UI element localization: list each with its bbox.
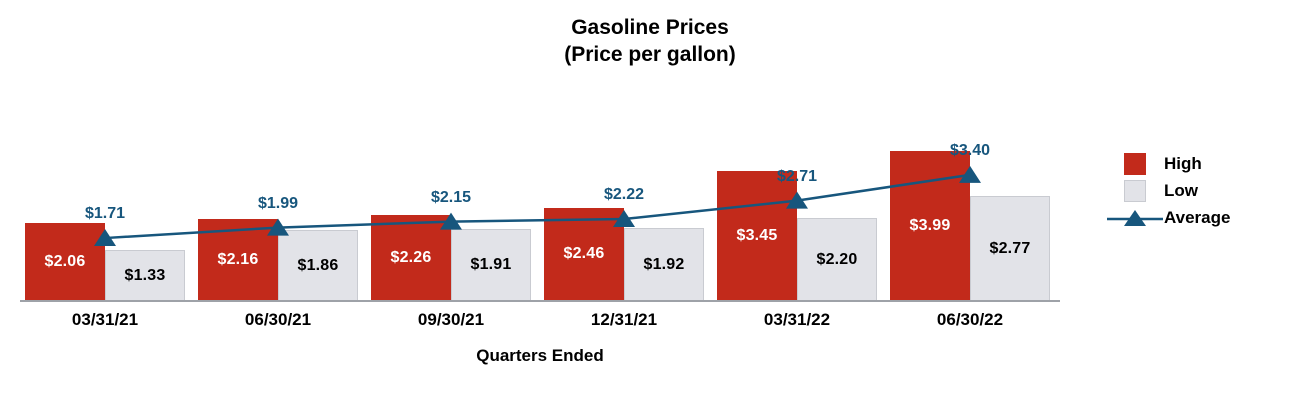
high-bar: $3.99 <box>890 151 970 300</box>
low-value-label: $1.91 <box>470 256 512 273</box>
average-value-label: $1.99 <box>257 195 299 212</box>
high-bar: $2.16 <box>198 219 278 300</box>
low-bar: $2.77 <box>970 196 1050 300</box>
plot-area: $2.06 $1.33 03/31/21 $1.71 $2.16 $1.86 06/30/2… <box>20 130 1060 329</box>
high-bar: $3.45 <box>717 171 797 300</box>
legend-item-average: Average <box>1106 204 1230 231</box>
low-value-label: $2.77 <box>989 239 1031 257</box>
average-value-label: $2.71 <box>776 168 818 185</box>
x-tick-label: 09/30/21 <box>417 310 485 329</box>
high-value-label: $3.45 <box>736 226 778 244</box>
low-swatch-container <box>1106 179 1164 202</box>
high-value-label: $2.26 <box>390 248 432 266</box>
x-tick-label: 03/31/21 <box>71 310 139 329</box>
legend-label-low: Low <box>1164 180 1198 200</box>
average-value-label: $2.15 <box>430 189 472 206</box>
low-value-label: $1.92 <box>643 255 685 273</box>
average-line-marker-icon <box>1106 207 1164 229</box>
low-bar: $2.20 <box>797 218 877 300</box>
low-swatch-icon <box>1124 179 1146 202</box>
low-value-label: $1.33 <box>124 266 166 284</box>
chart-subtitle: (Price per gallon) <box>564 43 736 66</box>
legend-label-high: High <box>1164 153 1202 173</box>
average-legend-glyph <box>1107 209 1163 226</box>
high-swatch-container <box>1106 152 1164 175</box>
legend-label-average: Average <box>1164 207 1231 227</box>
average-value-label: $1.71 <box>84 205 126 222</box>
low-value-label: $1.86 <box>297 256 339 274</box>
low-value-label: $2.20 <box>816 250 858 268</box>
legend: High Low Average <box>1106 150 1230 231</box>
high-value-label: $3.99 <box>909 216 951 234</box>
x-tick-label: 12/31/21 <box>590 310 658 329</box>
legend-item-high: High <box>1106 150 1230 177</box>
high-value-label: $2.06 <box>44 252 86 270</box>
high-value-label: $2.46 <box>563 245 605 262</box>
average-value-label: $2.22 <box>603 186 645 203</box>
high-bar: $2.26 <box>371 215 451 300</box>
low-bar: $1.33 <box>105 250 185 300</box>
x-axis-title: Quarters Ended <box>476 346 604 365</box>
low-bar: $1.91 <box>451 229 531 300</box>
low-bar: $1.86 <box>278 230 358 300</box>
high-bar: $2.06 <box>25 223 105 300</box>
low-bar: $1.92 <box>624 228 704 300</box>
x-tick-label: 03/31/22 <box>763 310 831 329</box>
legend-item-low: Low <box>1106 177 1230 204</box>
high-swatch-icon <box>1124 152 1146 175</box>
chart-title: Gasoline Prices <box>571 16 729 39</box>
high-bar: $2.46 <box>544 208 624 300</box>
x-tick-label: 06/30/21 <box>244 310 312 329</box>
average-value-label: $3.40 <box>949 142 991 159</box>
x-tick-label: 06/30/22 <box>936 310 1004 329</box>
high-value-label: $2.16 <box>217 250 259 268</box>
chart-title-block: Gasoline Prices (Price per gallon) <box>0 14 1300 68</box>
